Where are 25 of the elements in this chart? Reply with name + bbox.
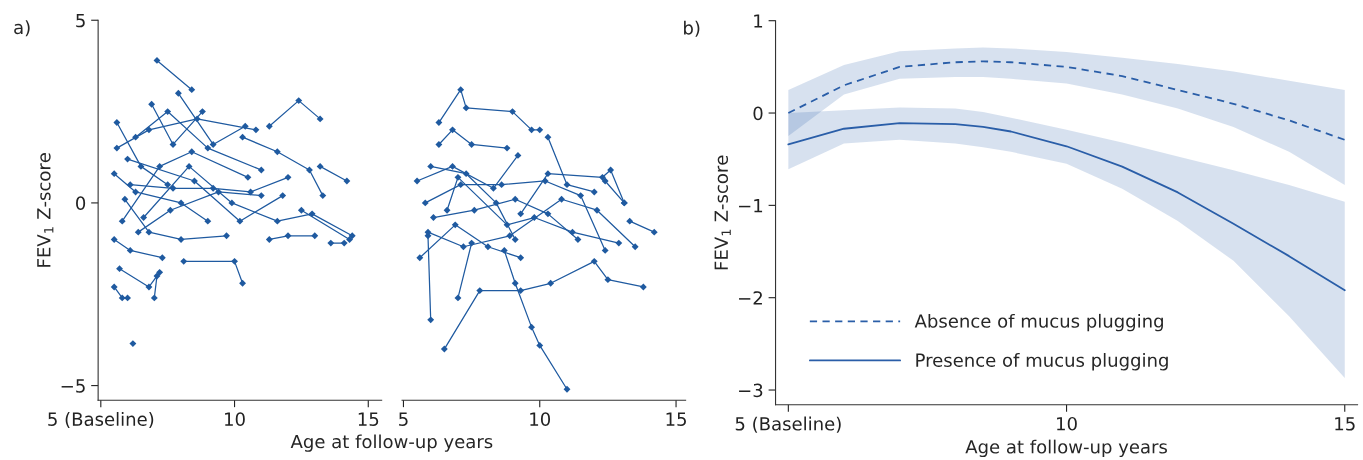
- y-tick-label: −5: [61, 379, 85, 393]
- y-tick-label: −2: [739, 291, 762, 305]
- x-tick-label: 10: [1057, 416, 1077, 431]
- x-tick-label: 15: [358, 412, 379, 426]
- y-tick-label: 0: [76, 196, 86, 211]
- x-tick-label: 5: [399, 412, 408, 426]
- x-axis-title: Age at follow-up years: [290, 434, 493, 452]
- y-tick-label: −3: [739, 383, 763, 398]
- legend-label: Absence of mucus plugging: [914, 313, 1163, 332]
- x-tick-label: 10: [530, 412, 551, 426]
- x-tick-label: 5 (Baseline): [735, 416, 841, 433]
- x-tick-label: 5 (Baseline): [48, 412, 154, 429]
- text: a): [14, 20, 30, 37]
- x-tick-label: 10: [225, 412, 245, 426]
- legend-label: Presence of mucus plugging: [916, 353, 1168, 371]
- x-tick-label: 15: [1335, 417, 1355, 431]
- x-tick-label: 15: [666, 412, 686, 426]
- y-axis-title: FEV$_{1}$ Z-score: [37, 153, 54, 267]
- y-tick-label: 0: [753, 106, 763, 121]
- x-axis-title: Age at follow-up years: [965, 439, 1167, 458]
- annotation: b): [684, 20, 700, 37]
- y-tick-label: 5: [76, 13, 85, 28]
- y-axis-title: FEV$_{1}$ Z-score: [714, 155, 731, 270]
- y-tick-label: 1: [754, 14, 763, 28]
- y-tick-label: −1: [739, 199, 763, 213]
